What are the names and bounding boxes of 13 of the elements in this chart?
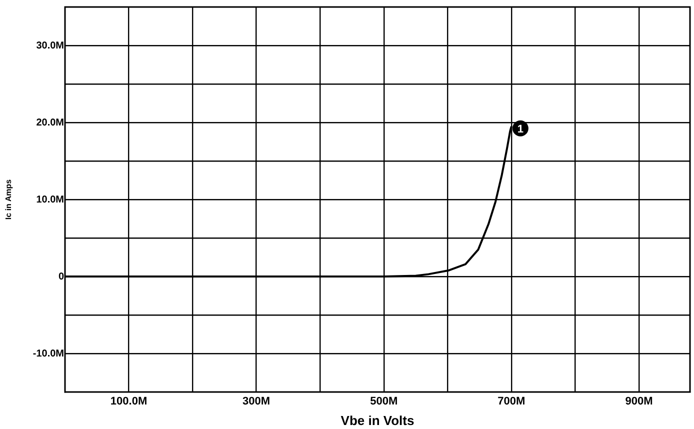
x-tick-label: 100.0M <box>110 396 148 408</box>
x-tick-label: 500M <box>370 396 398 408</box>
x-tick-label: 900M <box>625 396 653 408</box>
y-tick-label: -10.0M <box>32 348 64 360</box>
y-tick-label: 0 <box>58 271 64 282</box>
y-tick-label: 10.0M <box>36 194 64 206</box>
x-axis-title: Vbe in Volts <box>340 412 414 428</box>
x-tick-label: 300M <box>242 396 270 408</box>
x-tick-label: 700M <box>498 396 526 408</box>
annotation: 1 <box>517 123 524 136</box>
y-axis-title: Ic in Amps <box>4 178 14 220</box>
y-tick-label: 20.0M <box>36 117 64 128</box>
y-tick-label: 30.0M <box>36 40 64 52</box>
